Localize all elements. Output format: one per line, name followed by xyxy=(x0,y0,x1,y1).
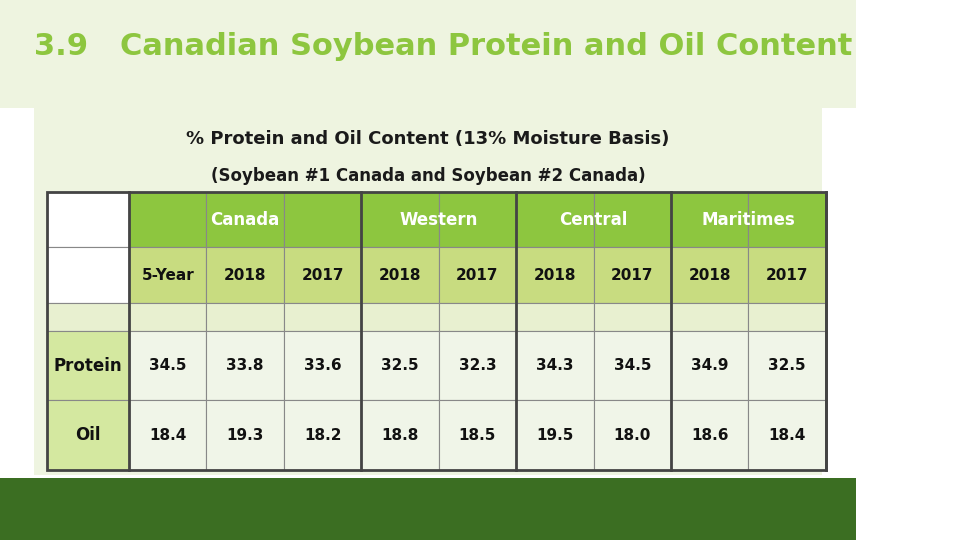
Text: 2018: 2018 xyxy=(534,268,576,282)
Text: 5-Year: 5-Year xyxy=(141,268,194,282)
Bar xyxy=(47,247,129,303)
Bar xyxy=(749,330,826,400)
Bar xyxy=(206,330,284,400)
Bar xyxy=(284,247,361,303)
Bar xyxy=(516,247,593,303)
Bar xyxy=(361,192,439,247)
Bar xyxy=(439,330,516,400)
Bar xyxy=(47,303,129,330)
Text: 34.9: 34.9 xyxy=(691,358,729,373)
Bar xyxy=(749,192,826,247)
Text: 2018: 2018 xyxy=(224,268,267,282)
Bar xyxy=(593,303,671,330)
Text: Western: Western xyxy=(399,211,478,228)
Text: 18.2: 18.2 xyxy=(304,428,342,443)
Text: Central: Central xyxy=(560,211,628,228)
Bar xyxy=(671,192,749,247)
Bar xyxy=(129,330,206,400)
Bar xyxy=(129,247,206,303)
Bar xyxy=(206,400,284,470)
Bar xyxy=(129,192,206,247)
Bar xyxy=(47,330,129,400)
Text: 34.5: 34.5 xyxy=(149,358,186,373)
Bar xyxy=(129,400,206,470)
Bar xyxy=(284,330,361,400)
Text: 2018: 2018 xyxy=(688,268,731,282)
Bar xyxy=(516,330,593,400)
Bar xyxy=(439,247,516,303)
Text: (Soybean #1 Canada and Soybean #2 Canada): (Soybean #1 Canada and Soybean #2 Canada… xyxy=(210,167,645,185)
Bar xyxy=(593,330,671,400)
Bar xyxy=(516,303,593,330)
Bar xyxy=(671,400,749,470)
Text: 2017: 2017 xyxy=(301,268,344,282)
Text: 33.8: 33.8 xyxy=(227,358,264,373)
Text: 18.0: 18.0 xyxy=(613,428,651,443)
Text: 33.6: 33.6 xyxy=(303,358,342,373)
Bar xyxy=(749,303,826,330)
Bar xyxy=(361,330,439,400)
Bar xyxy=(47,192,129,247)
Bar xyxy=(206,192,284,247)
Bar xyxy=(749,247,826,303)
Bar xyxy=(439,192,516,247)
Bar xyxy=(129,303,206,330)
Text: Oil: Oil xyxy=(75,426,101,444)
Bar xyxy=(206,247,284,303)
FancyBboxPatch shape xyxy=(35,108,822,475)
Text: 18.4: 18.4 xyxy=(769,428,805,443)
Text: Maritimes: Maritimes xyxy=(702,211,795,228)
Bar xyxy=(593,247,671,303)
Bar xyxy=(284,303,361,330)
Text: 2018: 2018 xyxy=(379,268,421,282)
Text: 18.8: 18.8 xyxy=(381,428,419,443)
Bar xyxy=(361,400,439,470)
Text: Canada: Canada xyxy=(210,211,279,228)
Bar xyxy=(516,192,593,247)
Text: 18.6: 18.6 xyxy=(691,428,729,443)
Text: 18.4: 18.4 xyxy=(149,428,186,443)
Text: 32.3: 32.3 xyxy=(459,358,496,373)
Text: 32.5: 32.5 xyxy=(768,358,806,373)
Text: 2017: 2017 xyxy=(766,268,808,282)
Bar xyxy=(439,400,516,470)
Text: 34.5: 34.5 xyxy=(613,358,651,373)
Bar xyxy=(361,247,439,303)
Text: 34.3: 34.3 xyxy=(537,358,574,373)
Bar xyxy=(47,400,129,470)
Bar xyxy=(593,192,671,247)
Text: 3.9   Canadian Soybean Protein and Oil Content: 3.9 Canadian Soybean Protein and Oil Con… xyxy=(35,32,852,62)
Bar xyxy=(439,303,516,330)
Bar xyxy=(361,303,439,330)
Bar xyxy=(206,303,284,330)
Bar xyxy=(593,400,671,470)
Bar xyxy=(284,192,361,247)
Text: 18.5: 18.5 xyxy=(459,428,496,443)
Text: 19.5: 19.5 xyxy=(537,428,573,443)
Bar xyxy=(749,400,826,470)
Text: % Protein and Oil Content (13% Moisture Basis): % Protein and Oil Content (13% Moisture … xyxy=(186,130,670,147)
Text: 2017: 2017 xyxy=(612,268,654,282)
Text: 32.5: 32.5 xyxy=(381,358,419,373)
Bar xyxy=(671,303,749,330)
Text: 2017: 2017 xyxy=(456,268,499,282)
Bar xyxy=(671,247,749,303)
Text: Protein: Protein xyxy=(54,356,122,375)
Text: 19.3: 19.3 xyxy=(227,428,264,443)
Bar xyxy=(284,400,361,470)
Bar xyxy=(671,330,749,400)
Bar xyxy=(516,400,593,470)
